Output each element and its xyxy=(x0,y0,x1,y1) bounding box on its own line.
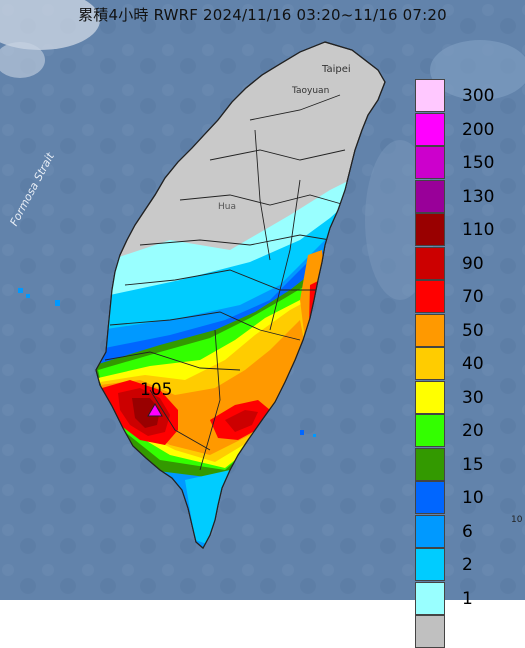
legend-label: 1 xyxy=(462,588,473,609)
legend-label: 6 xyxy=(462,521,473,542)
legend-swatch xyxy=(415,581,445,615)
legend-swatch xyxy=(415,246,445,280)
hualien-label: Hua xyxy=(218,202,236,212)
legend-swatch xyxy=(415,481,445,514)
legend-label: 300 xyxy=(462,86,495,106)
legend-label: 200 xyxy=(462,119,495,140)
rainfall-map xyxy=(0,0,525,600)
legend-label: 30 xyxy=(462,387,484,408)
legend-swatch xyxy=(415,313,445,347)
legend-swatch xyxy=(415,179,445,213)
legend-label: 110 xyxy=(462,220,495,240)
edge-mark-label: 10 xyxy=(511,515,523,525)
legend-label: 15 xyxy=(462,454,484,475)
taipei-label: Taipei xyxy=(322,64,351,75)
legend-label: 70 xyxy=(462,287,484,307)
taoyuan-label: Taoyuan xyxy=(292,86,330,96)
legend-label: 150 xyxy=(462,153,495,173)
legend-label: 130 xyxy=(462,186,495,207)
legend-swatch xyxy=(415,112,445,146)
legend-swatch xyxy=(415,548,445,581)
legend-swatch xyxy=(415,414,445,447)
legend-swatch xyxy=(415,514,445,548)
legend-swatch xyxy=(415,380,445,414)
legend-swatch xyxy=(415,213,445,246)
legend-label: 90 xyxy=(462,253,484,274)
legend-label: 2 xyxy=(462,555,473,575)
legend-label: 50 xyxy=(462,320,484,341)
max-rain-marker xyxy=(147,403,163,417)
legend-swatch xyxy=(415,615,445,648)
legend-swatch xyxy=(415,280,445,313)
legend-swatch xyxy=(415,79,445,112)
legend-swatch xyxy=(415,146,445,179)
legend-swatch xyxy=(415,447,445,481)
map-title: 累積4小時 RWRF 2024/11/16 03:20~11/16 07:20 xyxy=(78,6,447,24)
legend-swatch xyxy=(415,347,445,380)
legend-label: 20 xyxy=(462,421,484,441)
legend-label: 40 xyxy=(462,354,484,374)
max-value-label: 105 xyxy=(140,380,173,400)
legend-label: 10 xyxy=(462,488,484,508)
